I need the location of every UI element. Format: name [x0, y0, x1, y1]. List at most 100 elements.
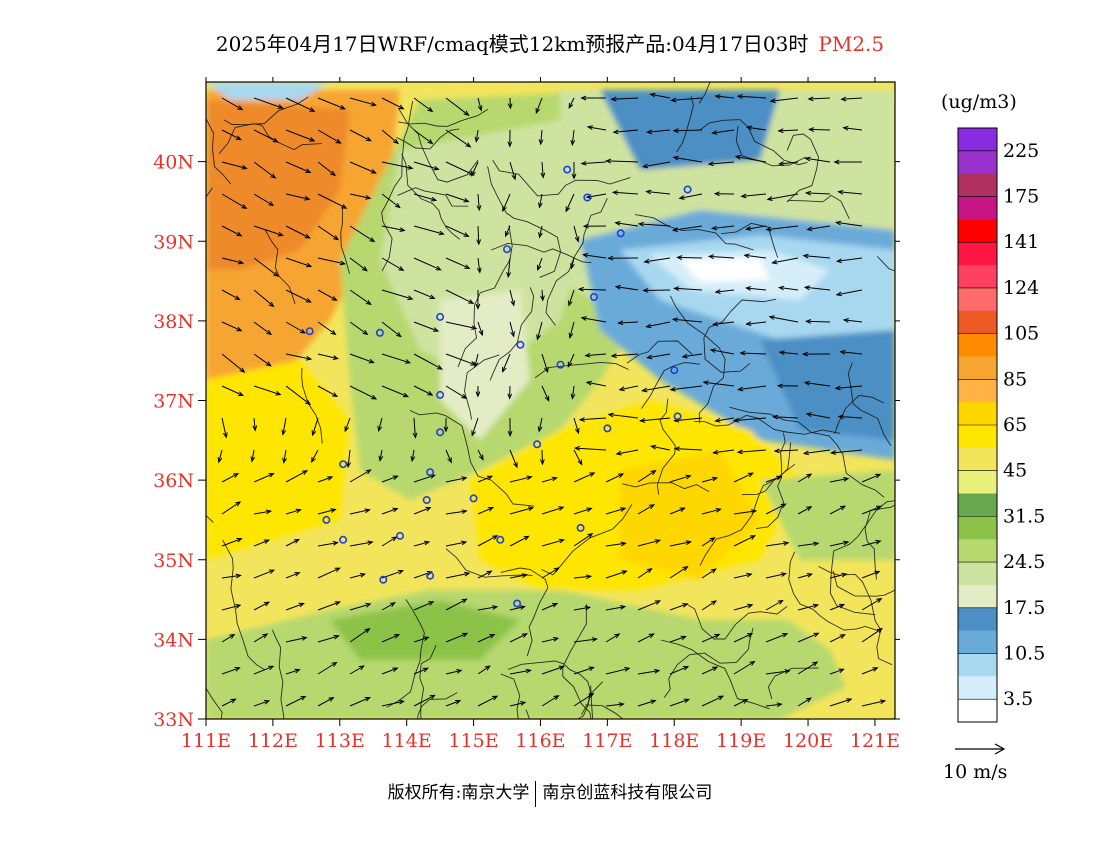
wind-arrow-head [461, 540, 468, 546]
wind-arrow-shaft [673, 225, 703, 231]
wind-arrow-head [344, 426, 349, 433]
city-marker [379, 575, 388, 584]
wind-arrow-head [807, 96, 814, 102]
wind-arrow-head [461, 509, 468, 515]
city-marker [513, 599, 522, 608]
wind-arrow-head [558, 665, 565, 671]
wind-arrow-shaft [502, 193, 511, 212]
wind-arrow-head [711, 321, 719, 327]
wind-arrow-head [778, 350, 785, 356]
boundary-line [492, 159, 631, 197]
wind-arrow-head [369, 237, 376, 243]
wind-arrow-head [539, 459, 545, 466]
wind-arrow-shaft [613, 191, 639, 195]
wind-arrow-head [654, 539, 662, 544]
wind-arrow-shaft [861, 667, 878, 675]
colorbar-segment [958, 128, 997, 152]
wind-arrow-head [334, 567, 341, 573]
wind-arrow-head [707, 254, 715, 260]
wind-arrow-head [588, 692, 595, 698]
wind-arrow-shaft [381, 667, 398, 675]
wind-arrow-shaft [509, 633, 528, 643]
boundary-line [457, 225, 513, 368]
boundary-line [397, 187, 469, 207]
wind-arrow-shaft [317, 289, 337, 301]
wind-arrow-shaft [806, 192, 831, 195]
wind-arrow-head [772, 414, 779, 420]
wind-arrow-head [398, 266, 405, 271]
wind-arrow-shaft [779, 287, 799, 291]
wind-arrow-shaft [509, 507, 534, 515]
wind-arrow-head [736, 94, 743, 99]
wind-arrow-shaft [317, 476, 333, 483]
wind-arrow-head [568, 332, 574, 339]
wind-arrow-shaft [477, 535, 498, 547]
wind-arrow-shaft [349, 603, 371, 611]
wind-arrow-head [365, 469, 372, 475]
wind-arrow-head [801, 351, 808, 357]
wind-arrow-head [330, 329, 337, 336]
wind-arrow-shaft [381, 97, 404, 110]
wind-arrow-head [302, 470, 309, 475]
wind-arrow-head [805, 319, 812, 324]
wind-arrow-head [464, 571, 471, 577]
wind-arrow-shaft [381, 475, 398, 483]
wind-arrow-head [685, 540, 692, 546]
wind-arrow-head [654, 600, 662, 605]
wind-arrow-head [331, 295, 338, 301]
wind-arrow-head [837, 189, 844, 195]
wind-arrow-head [804, 190, 812, 196]
wind-arrow-head [265, 361, 272, 367]
wind-arrow-shaft [477, 257, 481, 273]
wind-arrow-head [487, 506, 495, 512]
wind-arrow-shaft [837, 257, 863, 262]
wind-arrow-shaft [253, 257, 279, 277]
wind-arrow-shaft [381, 225, 405, 231]
wind-arrow-head [272, 137, 279, 143]
wind-arrow-head [620, 541, 627, 547]
wind-arrow-shaft [637, 633, 654, 643]
colorbar [957, 127, 998, 723]
wind-arrow-head [484, 665, 491, 671]
wind-arrow-head [398, 699, 405, 705]
wind-arrow-shaft [537, 257, 543, 270]
wind-arrow-shaft [283, 449, 287, 463]
wind-arrow-head [875, 505, 883, 511]
wind-arrow-shaft [701, 695, 724, 707]
wind-arrow-shaft [541, 353, 549, 373]
wind-arrow-shaft [445, 193, 469, 203]
lon-label: 118E [649, 730, 699, 752]
wind-arrow-shaft [285, 257, 312, 267]
wind-arrow-head [489, 633, 496, 639]
wind-arrow-head [558, 538, 566, 544]
wind-arrow-shaft [349, 697, 370, 707]
wind-arrow-head [358, 665, 365, 671]
colorbar-segment [958, 219, 997, 243]
wind-arrow-head [506, 271, 512, 279]
wind-arrow-shaft [221, 257, 244, 264]
wind-arrow-shaft [253, 569, 275, 579]
colorbar-segment [958, 562, 997, 586]
wind-arrow-shaft [445, 700, 461, 707]
wind-arrow-head [648, 504, 656, 510]
wind-arrow-head [332, 392, 339, 398]
colorbar-segment [958, 539, 997, 563]
wind-arrow-shaft [841, 97, 863, 100]
wind-arrow-shaft [797, 542, 819, 547]
wind-arrow-shaft [221, 667, 240, 675]
wind-arrow-shaft [765, 670, 790, 675]
wind-arrow-shaft [673, 318, 703, 323]
wind-arrow-shaft [413, 636, 429, 643]
colorbar-segment [958, 402, 997, 426]
wind-arrow-shaft [861, 700, 886, 707]
wind-arrow-shaft [738, 385, 767, 391]
wind-arrow-shaft [583, 254, 607, 259]
city-marker [322, 515, 331, 524]
wind-arrow-head [275, 390, 282, 396]
wind-arrow-head [461, 598, 468, 604]
wind-arrow-shaft [733, 633, 753, 643]
wind-arrow-shaft [713, 321, 735, 325]
wind-arrow-head [471, 170, 476, 177]
wind-arrow-shaft [843, 127, 863, 131]
wind-arrow-head [234, 295, 241, 301]
